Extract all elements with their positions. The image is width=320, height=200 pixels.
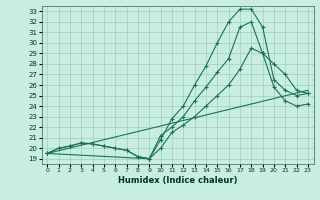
X-axis label: Humidex (Indice chaleur): Humidex (Indice chaleur) [118, 176, 237, 185]
